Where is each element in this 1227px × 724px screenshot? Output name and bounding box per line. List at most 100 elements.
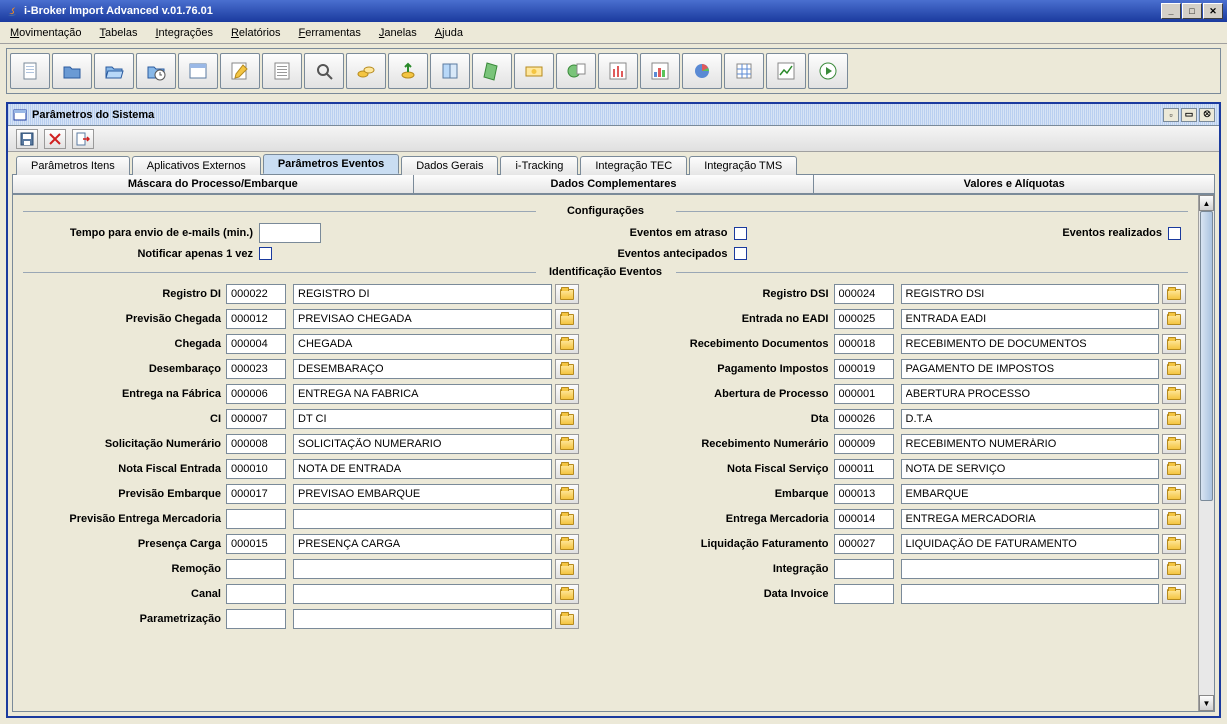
scroll-up-button[interactable]: ▲	[1199, 195, 1214, 211]
toolbar-window-button[interactable]	[178, 53, 218, 89]
scroll-track[interactable]	[1199, 211, 1214, 695]
menu-ferramentas[interactable]: Ferramentas	[295, 25, 365, 41]
checkbox-notify-once[interactable]	[259, 247, 272, 260]
subtab-m-scara-do-processo-embarque[interactable]: Máscara do Processo/Embarque	[12, 174, 414, 194]
event-browse-button[interactable]	[1162, 534, 1186, 554]
event-desc-input[interactable]	[901, 584, 1160, 604]
event-browse-button[interactable]	[555, 459, 579, 479]
inner-maximize-button[interactable]: ▭	[1181, 108, 1197, 122]
event-code-input[interactable]	[834, 484, 894, 504]
toolbar-folder-clock-button[interactable]	[136, 53, 176, 89]
toolbar-sheet-button[interactable]	[472, 53, 512, 89]
event-desc-input[interactable]	[901, 309, 1160, 329]
event-desc-input[interactable]	[901, 359, 1160, 379]
menu-tabelas[interactable]: Tabelas	[96, 25, 142, 41]
event-desc-input[interactable]	[293, 284, 552, 304]
toolbar-edit-button[interactable]	[220, 53, 260, 89]
event-desc-input[interactable]	[901, 409, 1160, 429]
event-desc-input[interactable]	[293, 409, 552, 429]
event-desc-input[interactable]	[293, 459, 552, 479]
toolbar-coin-up-button[interactable]	[388, 53, 428, 89]
event-code-input[interactable]	[226, 459, 286, 479]
event-code-input[interactable]	[834, 334, 894, 354]
event-desc-input[interactable]	[293, 584, 552, 604]
event-browse-button[interactable]	[555, 534, 579, 554]
tab-integra-o-tec[interactable]: Integração TEC	[580, 156, 687, 175]
tab-dados-gerais[interactable]: Dados Gerais	[401, 156, 498, 175]
event-desc-input[interactable]	[901, 509, 1160, 529]
event-browse-button[interactable]	[555, 484, 579, 504]
maximize-button[interactable]: □	[1182, 3, 1202, 19]
toolbar-search-button[interactable]	[304, 53, 344, 89]
toolbar-doc-button[interactable]	[10, 53, 50, 89]
tab-integra-o-tms[interactable]: Integração TMS	[689, 156, 797, 175]
toolbar-list-button[interactable]	[262, 53, 302, 89]
event-code-input[interactable]	[226, 609, 286, 629]
event-browse-button[interactable]	[1162, 584, 1186, 604]
toolbar-pie-button[interactable]	[682, 53, 722, 89]
event-browse-button[interactable]	[555, 559, 579, 579]
toolbar-folder-button[interactable]	[52, 53, 92, 89]
event-browse-button[interactable]	[555, 509, 579, 529]
event-browse-button[interactable]	[555, 434, 579, 454]
event-desc-input[interactable]	[901, 459, 1160, 479]
event-code-input[interactable]	[226, 509, 286, 529]
menu-movimenta-o[interactable]: Movimentação	[6, 25, 86, 41]
event-desc-input[interactable]	[901, 484, 1160, 504]
event-desc-input[interactable]	[901, 534, 1160, 554]
event-code-input[interactable]	[226, 434, 286, 454]
event-browse-button[interactable]	[555, 359, 579, 379]
toolbar-globe-doc-button[interactable]	[556, 53, 596, 89]
tab-aplicativos-externos[interactable]: Aplicativos Externos	[132, 156, 261, 175]
event-desc-input[interactable]	[901, 559, 1160, 579]
event-code-input[interactable]	[226, 309, 286, 329]
event-browse-button[interactable]	[555, 284, 579, 304]
event-browse-button[interactable]	[1162, 559, 1186, 579]
event-desc-input[interactable]	[901, 284, 1160, 304]
tab-par-metros-itens[interactable]: Parâmetros Itens	[16, 156, 130, 175]
event-code-input[interactable]	[226, 484, 286, 504]
tab-par-metros-eventos[interactable]: Parâmetros Eventos	[263, 154, 399, 174]
inner-toolbar-delete-button[interactable]	[44, 129, 66, 149]
toolbar-book-button[interactable]	[430, 53, 470, 89]
event-desc-input[interactable]	[293, 609, 552, 629]
minimize-button[interactable]: _	[1161, 3, 1181, 19]
event-browse-button[interactable]	[555, 334, 579, 354]
event-browse-button[interactable]	[555, 584, 579, 604]
menu-ajuda[interactable]: Ajuda	[431, 25, 467, 41]
checkbox-eventos-antecipados[interactable]	[734, 247, 747, 260]
event-browse-button[interactable]	[1162, 509, 1186, 529]
event-code-input[interactable]	[226, 359, 286, 379]
tab-i-tracking[interactable]: i-Tracking	[500, 156, 578, 175]
event-desc-input[interactable]	[293, 559, 552, 579]
event-desc-input[interactable]	[901, 384, 1160, 404]
menu-integra-es[interactable]: Integrações	[151, 25, 217, 41]
toolbar-money-button[interactable]	[514, 53, 554, 89]
event-browse-button[interactable]	[1162, 384, 1186, 404]
event-code-input[interactable]	[834, 559, 894, 579]
close-button[interactable]: ✕	[1203, 3, 1223, 19]
event-code-input[interactable]	[834, 459, 894, 479]
event-code-input[interactable]	[834, 384, 894, 404]
input-email-time[interactable]	[259, 223, 321, 243]
inner-close-button[interactable]: ⮾	[1199, 108, 1215, 122]
event-code-input[interactable]	[834, 309, 894, 329]
menu-relat-rios[interactable]: Relatórios	[227, 25, 285, 41]
event-browse-button[interactable]	[1162, 359, 1186, 379]
checkbox-eventos-atraso[interactable]	[734, 227, 747, 240]
subtab-valores-e-al-quotas[interactable]: Valores e Alíquotas	[814, 174, 1215, 194]
event-code-input[interactable]	[834, 584, 894, 604]
event-code-input[interactable]	[226, 534, 286, 554]
event-code-input[interactable]	[834, 509, 894, 529]
event-browse-button[interactable]	[555, 409, 579, 429]
vertical-scrollbar[interactable]: ▲ ▼	[1198, 195, 1214, 711]
event-desc-input[interactable]	[293, 334, 552, 354]
event-browse-button[interactable]	[1162, 484, 1186, 504]
event-desc-input[interactable]	[293, 509, 552, 529]
toolbar-coins-button[interactable]	[346, 53, 386, 89]
toolbar-chart-bar-button[interactable]	[640, 53, 680, 89]
event-browse-button[interactable]	[555, 609, 579, 629]
event-code-input[interactable]	[834, 434, 894, 454]
toolbar-folder-open-button[interactable]	[94, 53, 134, 89]
event-code-input[interactable]	[226, 584, 286, 604]
